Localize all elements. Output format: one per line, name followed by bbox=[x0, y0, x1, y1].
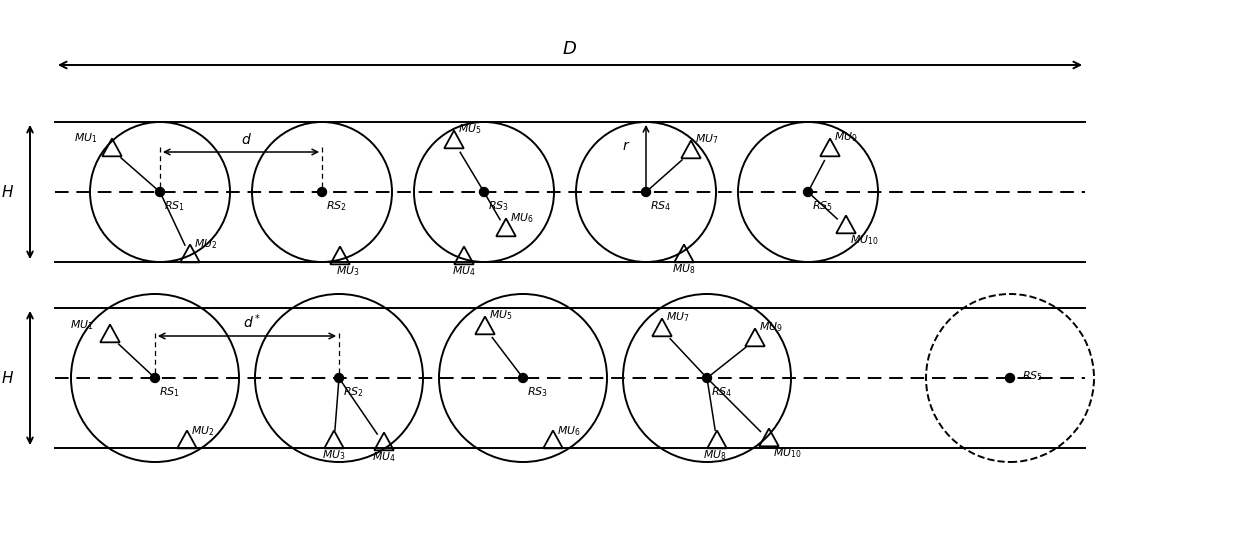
Text: $MU_{10}$: $MU_{10}$ bbox=[773, 446, 801, 460]
Text: $MU_5$: $MU_5$ bbox=[458, 122, 481, 136]
Text: $MU_2$: $MU_2$ bbox=[191, 424, 215, 438]
Circle shape bbox=[804, 188, 812, 197]
Text: $MU_4$: $MU_4$ bbox=[453, 264, 476, 278]
Text: $MU_3$: $MU_3$ bbox=[322, 448, 346, 462]
Text: $MU_7$: $MU_7$ bbox=[666, 310, 689, 324]
Text: $RS_4$: $RS_4$ bbox=[650, 199, 671, 213]
Text: $RS_2$: $RS_2$ bbox=[343, 385, 363, 399]
Text: $MU_5$: $MU_5$ bbox=[489, 308, 512, 322]
Circle shape bbox=[335, 374, 343, 382]
Text: $MU_7$: $MU_7$ bbox=[694, 132, 719, 146]
Text: $r$: $r$ bbox=[621, 139, 630, 153]
Text: $MU_9$: $MU_9$ bbox=[759, 320, 782, 334]
Circle shape bbox=[317, 188, 326, 197]
Text: $RS_2$: $RS_2$ bbox=[326, 199, 347, 213]
Text: $RS_5$: $RS_5$ bbox=[812, 199, 833, 213]
Text: $MU_8$: $MU_8$ bbox=[703, 448, 727, 462]
Text: $RS_1$: $RS_1$ bbox=[164, 199, 185, 213]
Text: $MU_1$: $MU_1$ bbox=[69, 318, 93, 332]
Text: $MU_2$: $MU_2$ bbox=[193, 237, 217, 251]
Text: $RS_4$: $RS_4$ bbox=[711, 385, 733, 399]
Text: $H$: $H$ bbox=[1, 370, 15, 386]
Circle shape bbox=[150, 374, 160, 382]
Circle shape bbox=[518, 374, 527, 382]
Text: $RS_5$: $RS_5$ bbox=[1022, 369, 1043, 383]
Text: $RS_1$: $RS_1$ bbox=[159, 385, 180, 399]
Text: $d^*$: $d^*$ bbox=[243, 312, 262, 331]
Text: $RS_3$: $RS_3$ bbox=[489, 199, 510, 213]
Text: $MU_6$: $MU_6$ bbox=[557, 424, 580, 438]
Text: $MU_6$: $MU_6$ bbox=[510, 211, 533, 225]
Text: $MU_9$: $MU_9$ bbox=[835, 130, 858, 144]
Circle shape bbox=[641, 188, 651, 197]
Text: $MU_4$: $MU_4$ bbox=[372, 450, 396, 464]
Text: $MU_8$: $MU_8$ bbox=[672, 262, 696, 276]
Circle shape bbox=[703, 374, 712, 382]
Text: $MU_1$: $MU_1$ bbox=[74, 131, 98, 145]
Circle shape bbox=[155, 188, 165, 197]
Text: $RS_3$: $RS_3$ bbox=[527, 385, 548, 399]
Text: $MU_3$: $MU_3$ bbox=[336, 264, 360, 278]
Text: $MU_{10}$: $MU_{10}$ bbox=[849, 233, 878, 247]
Text: $D$: $D$ bbox=[563, 40, 578, 58]
Circle shape bbox=[1006, 374, 1014, 382]
Circle shape bbox=[480, 188, 489, 197]
Text: $H$: $H$ bbox=[1, 184, 15, 200]
Text: $d$: $d$ bbox=[241, 132, 252, 147]
